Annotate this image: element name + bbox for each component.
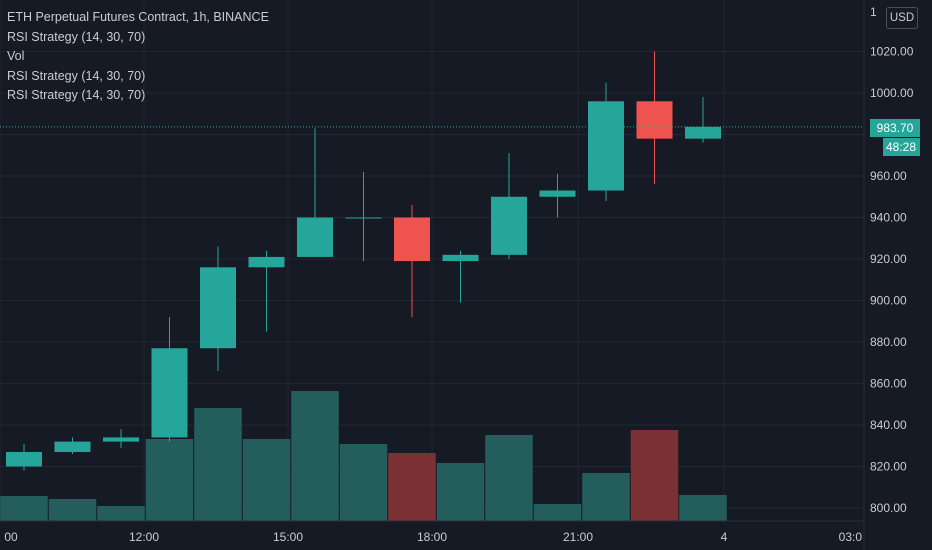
price-tick-label: 960.00 <box>870 169 907 183</box>
legend-indicator-volume[interactable]: Vol <box>7 49 25 63</box>
countdown-badge: 48:28 <box>883 138 920 156</box>
countdown-label: 48:28 <box>886 140 916 154</box>
time-tick-label: 00 <box>4 530 18 544</box>
volume-bar <box>291 391 339 521</box>
candle-body <box>200 267 236 349</box>
price-tick-label: 840.00 <box>870 418 907 432</box>
volume-bar <box>0 496 48 521</box>
legend-indicator-rsi-strategy[interactable]: RSI Strategy (14, 30, 70) <box>7 88 146 102</box>
volume-bar <box>339 444 388 521</box>
candle-body <box>248 256 285 268</box>
time-tick-label: 12:00 <box>129 530 159 544</box>
candle-body <box>151 348 188 438</box>
candle-body <box>394 217 430 262</box>
candle-body <box>539 190 576 197</box>
price-tick-label: 1020.00 <box>870 45 914 59</box>
time-scale-panel[interactable] <box>0 521 864 550</box>
legend-symbol-title[interactable]: ETH Perpetual Futures Contract, 1h, BINA… <box>7 10 269 24</box>
volume-bar <box>582 473 630 521</box>
price-tick-label: 820.00 <box>870 460 907 474</box>
time-tick-label: 21:00 <box>563 530 593 544</box>
volume-bar <box>242 439 291 521</box>
volume-bar <box>145 439 194 521</box>
price-axis: 800.00 820.00 840.00 860.00 880.00 900.00 920.… <box>870 45 914 516</box>
volume-bar <box>436 463 485 521</box>
candle-body <box>491 196 527 255</box>
volume-bar <box>533 504 582 521</box>
legend-indicator-rsi-strategy[interactable]: RSI Strategy (14, 30, 70) <box>7 29 146 44</box>
time-axis: 00 12:00 15:00 18:00 21:00 4 03:0 <box>4 530 862 544</box>
time-tick-label: 4 <box>721 530 728 544</box>
volume-series <box>0 391 727 521</box>
currency-button[interactable]: USD <box>886 7 918 29</box>
price-scale-panel[interactable] <box>864 0 932 550</box>
candle-body <box>685 126 721 139</box>
volume-bar <box>388 453 436 521</box>
candle-body <box>636 101 673 139</box>
time-tick-label: 03:0 <box>839 530 863 544</box>
candle-body <box>345 217 382 219</box>
legend-indicator-rsi-strategy[interactable]: RSI Strategy (14, 30, 70) <box>7 68 146 83</box>
candle-body <box>588 101 624 191</box>
candle-body <box>103 437 139 442</box>
volume-bar <box>194 408 242 521</box>
price-tick-label: 900.00 <box>870 294 907 308</box>
volume-bar <box>485 435 533 521</box>
price-tick-label: 800.00 <box>870 501 907 515</box>
time-tick-label: 18:00 <box>417 530 447 544</box>
volume-bar <box>48 499 97 521</box>
last-price-badge: 983.70 <box>870 119 920 137</box>
chart-legend: ETH Perpetual Futures Contract, 1h, BINA… <box>7 8 269 106</box>
price-tick-label: 940.00 <box>870 211 907 225</box>
price-tick-label: 920.00 <box>870 252 907 266</box>
candle-body <box>6 451 42 467</box>
time-tick-label: 15:00 <box>273 530 303 544</box>
last-price-label: 983.70 <box>877 121 914 135</box>
candle-body <box>54 441 91 452</box>
price-scale-top-partial-label: 1 <box>870 5 877 19</box>
price-tick-label: 1000.00 <box>870 86 914 100</box>
candle-body <box>297 217 333 257</box>
candle-body <box>442 254 479 262</box>
candlestick-series <box>6 51 721 471</box>
volume-bar <box>679 495 727 521</box>
price-tick-label: 860.00 <box>870 377 907 391</box>
volume-bar <box>630 430 679 521</box>
price-tick-label: 880.00 <box>870 335 907 349</box>
volume-bar <box>97 506 145 521</box>
